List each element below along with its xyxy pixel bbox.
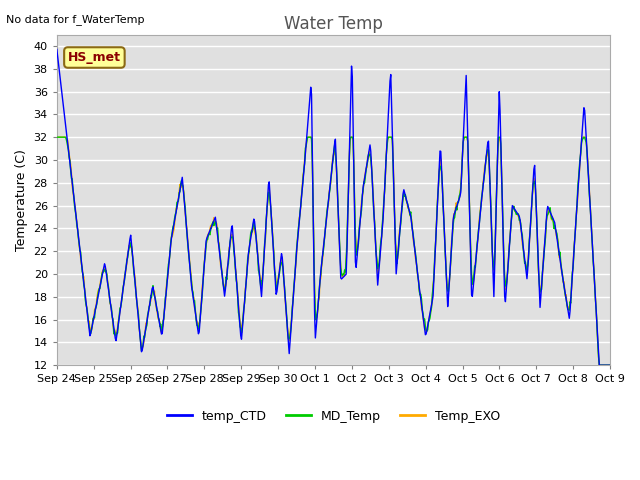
temp_CTD	[63, 133, 70, 139]
MD_Temp	[205, 231, 213, 237]
Text: HS_met: HS_met	[68, 51, 121, 64]
MD_Temp	[606, 362, 614, 368]
Temp_EXO	[63, 137, 70, 143]
temp_CTD	[606, 362, 614, 368]
temp_CTD	[595, 362, 603, 368]
Y-axis label: Temperature (C): Temperature (C)	[15, 149, 28, 251]
MD_Temp	[63, 139, 70, 144]
temp_CTD	[53, 47, 61, 52]
Line: MD_Temp: MD_Temp	[57, 137, 610, 365]
Temp_EXO	[53, 134, 61, 140]
Temp_EXO	[417, 295, 424, 301]
Temp_EXO	[401, 192, 408, 197]
MD_Temp	[401, 193, 408, 199]
MD_Temp	[176, 189, 184, 195]
MD_Temp	[53, 134, 61, 140]
temp_CTD	[417, 296, 424, 302]
Title: Water Temp: Water Temp	[284, 15, 383, 33]
Text: No data for f_WaterTemp: No data for f_WaterTemp	[6, 14, 145, 25]
Temp_EXO	[120, 282, 127, 288]
MD_Temp	[120, 281, 127, 287]
MD_Temp	[417, 291, 424, 297]
temp_CTD	[120, 281, 127, 287]
Temp_EXO	[606, 362, 614, 368]
Line: Temp_EXO: Temp_EXO	[57, 137, 610, 365]
MD_Temp	[595, 362, 603, 368]
Temp_EXO	[205, 230, 213, 236]
temp_CTD	[401, 190, 408, 195]
Temp_EXO	[176, 181, 184, 187]
temp_CTD	[176, 187, 184, 193]
Legend: temp_CTD, MD_Temp, Temp_EXO: temp_CTD, MD_Temp, Temp_EXO	[162, 405, 505, 428]
temp_CTD	[205, 229, 213, 235]
Temp_EXO	[595, 362, 603, 368]
Line: temp_CTD: temp_CTD	[57, 49, 610, 365]
